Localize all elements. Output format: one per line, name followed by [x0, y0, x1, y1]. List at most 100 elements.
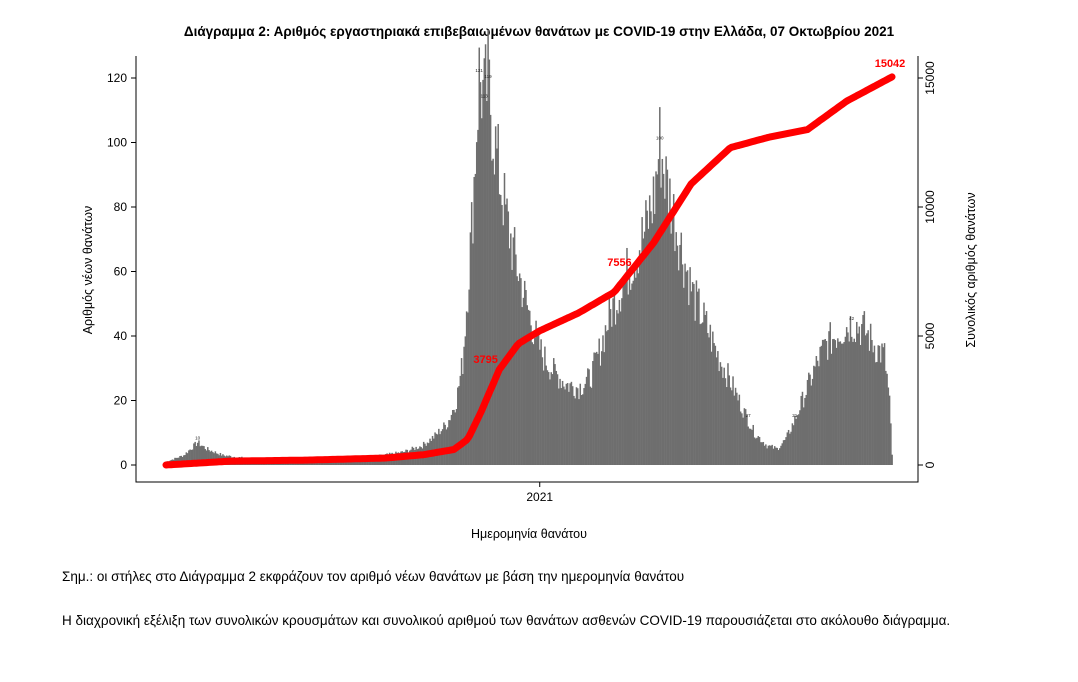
bar	[747, 426, 749, 465]
bar	[859, 344, 862, 465]
bar	[492, 158, 494, 466]
bar	[611, 326, 613, 465]
y2-tick-label: 15000	[923, 61, 937, 95]
bar	[854, 342, 857, 465]
bar	[468, 289, 470, 465]
bar	[694, 320, 696, 465]
bar	[839, 341, 842, 465]
bar	[786, 432, 789, 465]
bar	[862, 315, 864, 465]
bar	[642, 238, 645, 465]
bar	[496, 148, 498, 465]
bar	[872, 352, 874, 465]
bar	[455, 409, 458, 465]
bar	[670, 233, 672, 465]
bar	[309, 462, 311, 465]
bar	[713, 343, 715, 465]
bar	[183, 455, 185, 465]
bar	[654, 213, 656, 465]
bar	[556, 374, 559, 465]
bar	[701, 322, 704, 465]
bar	[660, 187, 662, 465]
bar	[861, 324, 863, 465]
bar	[779, 448, 781, 465]
bar	[204, 449, 207, 465]
bar-value-label: 113	[481, 94, 489, 99]
bar	[704, 314, 707, 465]
bar	[498, 194, 501, 466]
bar	[522, 297, 525, 465]
bar	[689, 267, 691, 465]
bar	[190, 449, 193, 465]
bar	[814, 366, 816, 465]
bar	[643, 231, 646, 465]
bar	[762, 441, 765, 465]
bar	[494, 126, 497, 465]
bar	[785, 437, 787, 465]
bar	[665, 156, 667, 466]
bar	[209, 451, 212, 465]
bar	[763, 445, 766, 465]
bar	[618, 299, 621, 465]
bar	[594, 352, 597, 465]
bar	[891, 454, 893, 465]
bar	[739, 411, 742, 465]
bar	[752, 424, 754, 465]
bar	[503, 173, 506, 465]
bar	[321, 462, 324, 465]
bar	[813, 365, 815, 465]
bar	[770, 445, 772, 465]
bar	[857, 333, 859, 465]
bar	[760, 442, 762, 465]
bar	[771, 444, 773, 465]
bar	[608, 296, 611, 465]
bar	[470, 202, 473, 466]
bar	[724, 378, 727, 465]
bar	[810, 385, 813, 465]
bar	[790, 431, 792, 465]
bar	[749, 428, 752, 465]
bar	[214, 451, 217, 465]
chart-title: Διάγραμμα 2: Αριθμός εργαστηριακά επιβεβ…	[183, 24, 895, 39]
bar	[464, 336, 467, 465]
bar	[320, 461, 323, 465]
bar	[323, 461, 325, 465]
bar	[547, 372, 550, 465]
y-tick-label: 0	[120, 458, 127, 472]
bar	[878, 345, 881, 465]
bar	[539, 349, 541, 465]
bar	[652, 176, 655, 466]
bar	[636, 261, 638, 465]
bar	[784, 439, 786, 465]
bar	[493, 174, 496, 465]
bar	[463, 346, 465, 465]
bar	[443, 422, 445, 465]
bar	[718, 371, 720, 465]
bar	[815, 356, 818, 465]
bar	[648, 195, 651, 465]
bar	[686, 270, 689, 465]
bar	[825, 340, 828, 465]
bar	[550, 372, 552, 465]
bar	[541, 357, 544, 465]
bar	[809, 374, 811, 465]
bar	[207, 447, 209, 465]
cumulative-annotation: 7556	[607, 257, 631, 269]
bar	[659, 107, 661, 466]
bar	[441, 429, 444, 465]
bar	[698, 288, 700, 465]
bar	[800, 395, 802, 465]
bar	[544, 346, 546, 465]
bar	[319, 461, 321, 465]
bar	[736, 392, 738, 465]
bar	[873, 345, 876, 465]
bar	[583, 388, 585, 465]
bar	[773, 446, 776, 465]
bar	[781, 443, 784, 465]
bar	[626, 247, 628, 465]
bar	[761, 442, 763, 465]
bar	[867, 330, 869, 465]
bar	[647, 228, 650, 465]
bar	[719, 362, 722, 465]
bar	[695, 280, 698, 465]
